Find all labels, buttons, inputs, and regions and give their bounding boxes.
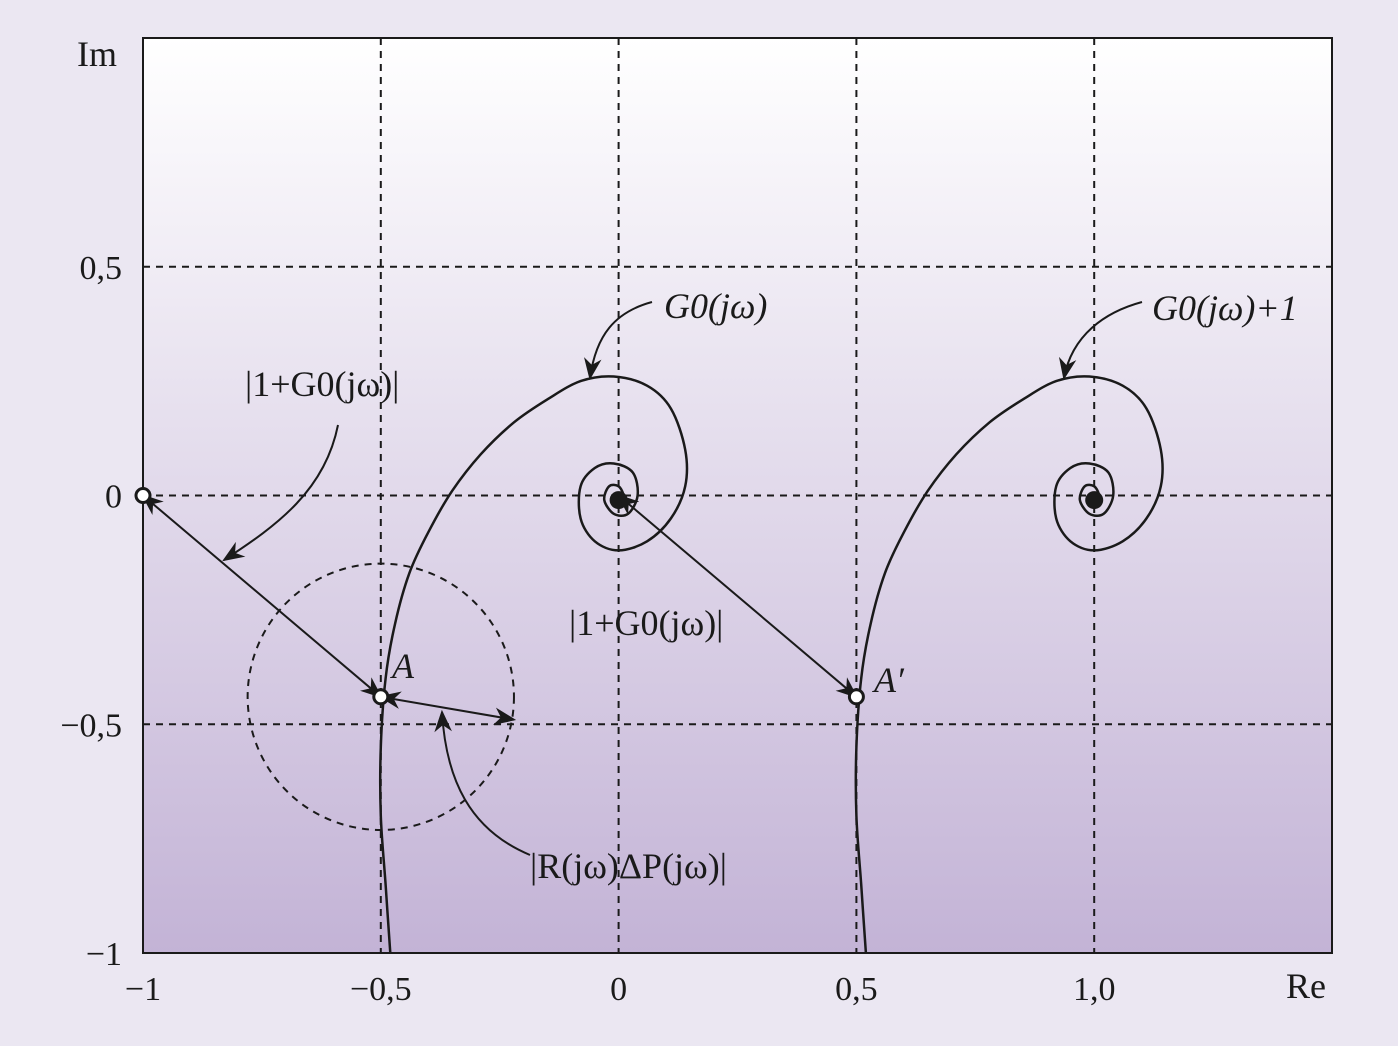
distance-vector-2 bbox=[378, 691, 517, 725]
distance-vector-1 bbox=[616, 494, 859, 699]
point-a-label: A bbox=[390, 646, 415, 686]
delta-label-text: |R(jω)ΔP(jω)| bbox=[530, 846, 727, 886]
x-axis-label: Re bbox=[1286, 966, 1326, 1006]
delta-label: |R(jω)ΔP(jω)| bbox=[530, 846, 727, 886]
y-tick-labels: −1 −0,5 0 0,5 bbox=[60, 250, 122, 973]
plot-area bbox=[143, 38, 1332, 953]
g0-label-text: G0(jω) bbox=[664, 286, 767, 326]
y-tick-label: 0,5 bbox=[80, 250, 123, 287]
marked-point-1 bbox=[372, 688, 390, 706]
spiral-center-1 bbox=[1085, 491, 1104, 510]
series-line-1 bbox=[854, 375, 1164, 954]
x-tick-label: 0 bbox=[610, 971, 627, 1008]
g0p1-label-text: G0(jω)+1 bbox=[1152, 288, 1298, 328]
x-tick-label: 0,5 bbox=[835, 971, 878, 1008]
g0-label: G0(jω) bbox=[664, 286, 767, 326]
y-axis-label: Im bbox=[77, 34, 117, 74]
y-tick-label: −0,5 bbox=[60, 707, 122, 744]
distance-vector-0 bbox=[141, 494, 383, 699]
mag-left-label: |1+G0(jω)| bbox=[245, 364, 399, 404]
g0-leader-arrow bbox=[584, 301, 653, 381]
marked-point-2 bbox=[847, 688, 865, 706]
x-tick-label: −1 bbox=[125, 971, 161, 1008]
g0p1-label: G0(jω)+1 bbox=[1152, 288, 1298, 328]
point-a-prime-label: A′ bbox=[872, 660, 905, 700]
marked-points bbox=[134, 487, 865, 706]
y-tick-label: −1 bbox=[86, 936, 122, 973]
mag-left-label-text: |1+G0(jω)| bbox=[245, 364, 399, 404]
x-tick-labels: −1 −0,5 0 0,5 1,0 bbox=[125, 971, 1116, 1008]
x-tick-label: −0,5 bbox=[350, 971, 412, 1008]
distance-arrows bbox=[141, 494, 859, 725]
x-tick-label: 1,0 bbox=[1073, 971, 1116, 1008]
y-tick-label: 0 bbox=[105, 479, 122, 516]
mag-right-label: |1+G0(jω)| bbox=[569, 603, 723, 643]
marked-point-0 bbox=[134, 487, 152, 504]
mag-right-label-text: |1+G0(jω)| bbox=[569, 603, 723, 643]
mag-left-leader-arrow bbox=[222, 424, 339, 562]
g0p1-leader-arrow bbox=[1058, 301, 1143, 381]
delta-leader-arrow bbox=[434, 709, 531, 856]
